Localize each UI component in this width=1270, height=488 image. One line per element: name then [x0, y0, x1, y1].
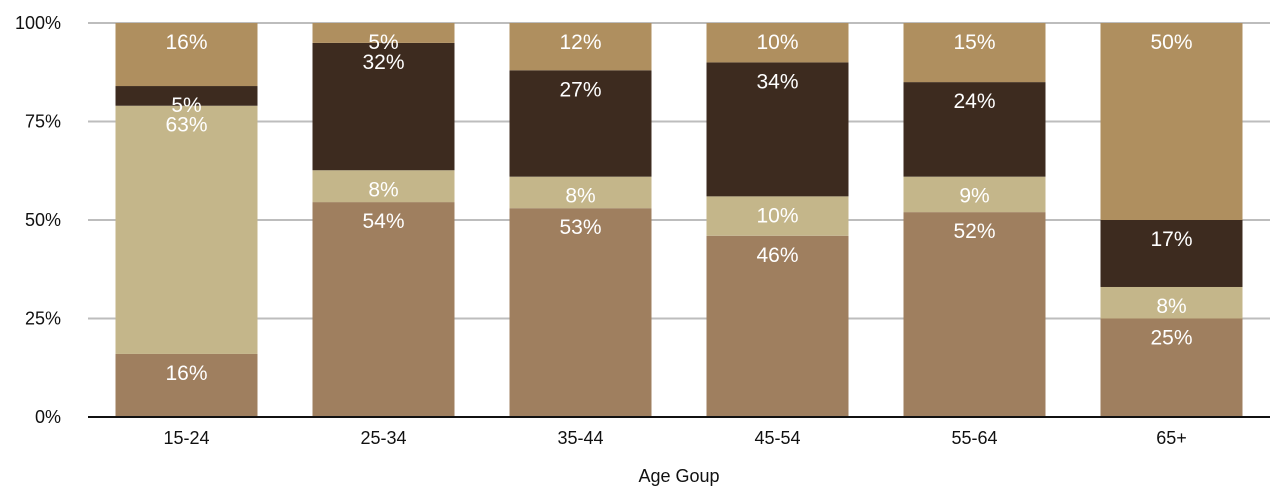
- segment-value-label: 46%: [756, 244, 798, 267]
- bar-segment: [509, 208, 652, 417]
- y-tick-label: 50%: [25, 210, 61, 230]
- segment-value-label: 8%: [565, 185, 595, 208]
- bar-segment: [509, 176, 652, 209]
- bar-segment: [1100, 23, 1243, 220]
- bar-segment: [706, 196, 849, 236]
- bar-segment: [312, 23, 455, 43]
- segment-value-label: 54%: [362, 210, 404, 233]
- bar-segment: [706, 62, 849, 197]
- x-tick-label: 45-54: [754, 428, 800, 448]
- bar-segment: [115, 86, 258, 106]
- segment-value-label: 16%: [165, 31, 207, 54]
- y-tick-label: 25%: [25, 309, 61, 329]
- segment-value-label: 15%: [953, 31, 995, 54]
- segment-value-label: 8%: [368, 178, 398, 201]
- segment-value-label: 10%: [756, 31, 798, 54]
- bar-segment: [115, 353, 258, 417]
- gridlines: [88, 22, 1270, 320]
- x-axis-tick-labels: 15-24 25-34 35-44 45-54 55-64 65+: [163, 428, 1186, 448]
- segment-value-label: 53%: [559, 216, 601, 239]
- y-tick-label: 0%: [35, 407, 61, 427]
- x-tick-label: 35-44: [557, 428, 603, 448]
- segment-value-label: 12%: [559, 31, 601, 54]
- x-tick-label: 65+: [1156, 428, 1187, 448]
- segment-value-labels: 16%63%5%16%54%8%32%5%53%8%27%12%46%10%34…: [165, 31, 1192, 385]
- bar-segment: [1100, 286, 1243, 319]
- segment-value-label: 8%: [1156, 295, 1186, 318]
- bar-segment: [706, 235, 849, 417]
- segment-value-label: 5%: [368, 31, 398, 54]
- segment-value-label: 24%: [953, 90, 995, 113]
- bar-segment: [312, 170, 455, 203]
- bar-segment: [1100, 220, 1243, 287]
- y-axis-tick-labels: 0% 25% 50% 75% 100%: [15, 13, 61, 427]
- segment-value-label: 63%: [165, 114, 207, 137]
- segment-value-label: 34%: [756, 70, 798, 93]
- segment-value-label: 25%: [1150, 327, 1192, 350]
- segment-value-label: 5%: [171, 94, 201, 117]
- x-tick-label: 25-34: [360, 428, 406, 448]
- x-tick-label: 55-64: [951, 428, 997, 448]
- bar-segment: [903, 176, 1046, 213]
- bar-segment: [903, 82, 1046, 177]
- bar-segment: [509, 70, 652, 177]
- bar-segment: [903, 23, 1046, 83]
- bar-segment: [115, 23, 258, 87]
- bar-segment: [509, 23, 652, 71]
- y-tick-label: 75%: [25, 112, 61, 132]
- y-tick-label: 100%: [15, 13, 61, 33]
- segment-value-label: 32%: [362, 51, 404, 74]
- bar-segment: [115, 105, 258, 354]
- segment-value-label: 16%: [165, 362, 207, 385]
- segment-value-label: 10%: [756, 204, 798, 227]
- segment-value-label: 50%: [1150, 31, 1192, 54]
- segment-value-label: 9%: [959, 185, 989, 208]
- bar-segment: [903, 212, 1046, 417]
- bar-segment: [312, 42, 455, 171]
- x-axis-title: Age Goup: [638, 466, 719, 486]
- bars: [115, 23, 1243, 417]
- segment-value-label: 27%: [559, 78, 601, 101]
- bar-segment: [312, 202, 455, 417]
- segment-value-label: 52%: [953, 220, 995, 243]
- segment-value-label: 17%: [1150, 228, 1192, 251]
- bar-segment: [1100, 318, 1243, 417]
- bar-segment: [706, 23, 849, 63]
- x-tick-label: 15-24: [163, 428, 209, 448]
